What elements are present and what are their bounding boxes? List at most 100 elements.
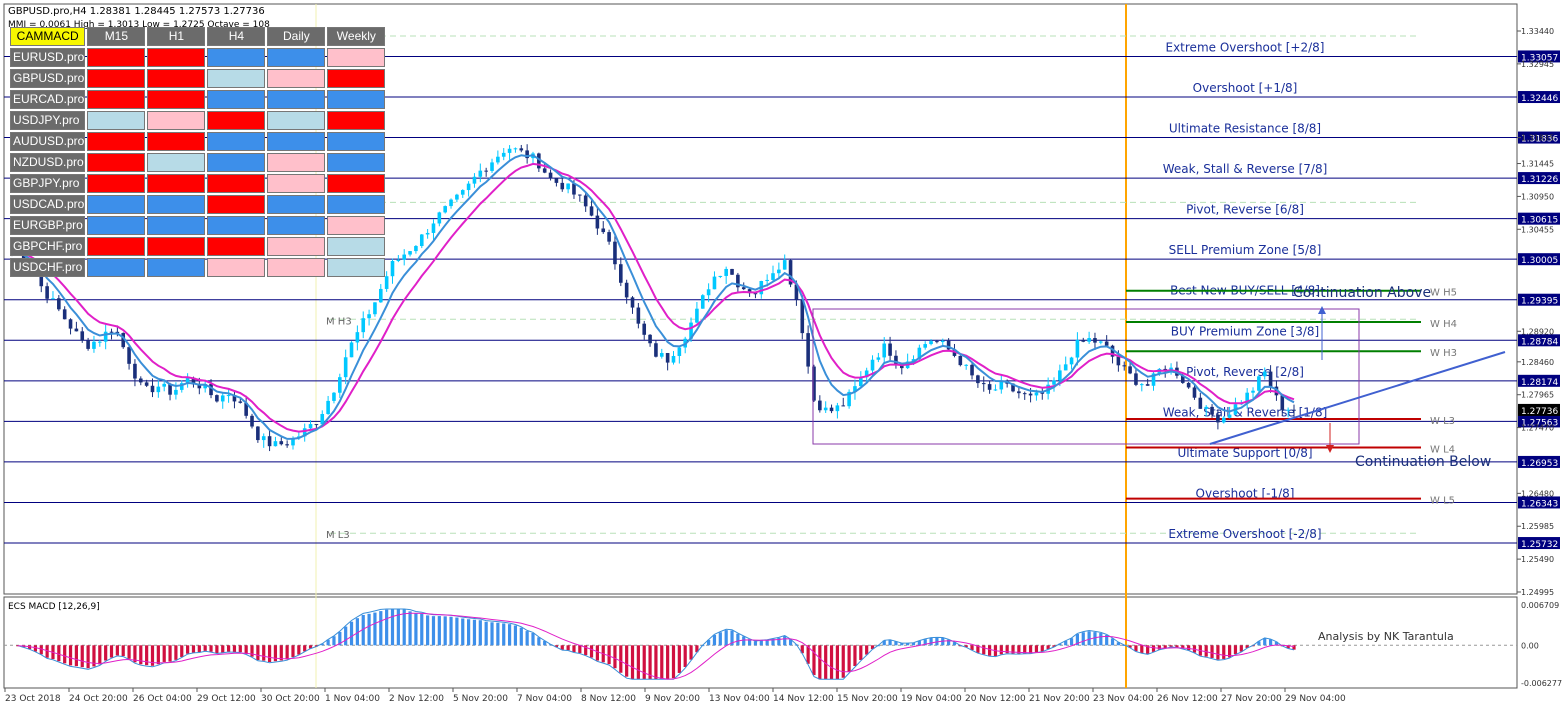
macd-histogram-bar (1175, 645, 1179, 648)
candle-body (62, 309, 67, 320)
dashboard-signal-cell (87, 237, 146, 256)
macd-histogram-bar (619, 645, 623, 673)
macd-histogram-bar (642, 645, 646, 680)
macd-histogram-bar (683, 645, 687, 668)
candle-body (888, 343, 892, 356)
macd-histogram-bar (613, 645, 617, 669)
dashboard-row: GBPCHF.pro (10, 237, 386, 256)
macd-histogram-bar (765, 639, 769, 646)
macd-histogram-bar (1075, 633, 1080, 646)
candle-body (513, 148, 518, 150)
dashboard-symbol[interactable]: AUDUSD.pro (10, 132, 86, 151)
macd-histogram-bar (344, 626, 348, 646)
dashboard-header-m15: M15 (87, 27, 146, 46)
candle-body (1198, 397, 1203, 409)
x-tick-label: 26 Oct 04:00 (133, 694, 192, 704)
dashboard-signal-cell (147, 258, 206, 277)
candle-body (724, 268, 728, 276)
ascending-trendline (1209, 351, 1506, 445)
macd-tick-label: 0.00 (1521, 641, 1539, 650)
dashboard-signal-cell (327, 111, 386, 130)
macd-histogram-bar (86, 645, 90, 669)
dashboard-symbol[interactable]: GBPCHF.pro (10, 237, 86, 256)
candle-body (1075, 339, 1080, 358)
dashboard-signal-cell (207, 216, 266, 235)
candle-body (103, 331, 108, 342)
macd-histogram-bar (80, 645, 84, 668)
macd-histogram-bar (1257, 641, 1261, 646)
macd-histogram-bar (279, 645, 283, 661)
candle-body (431, 223, 436, 233)
macd-histogram-bar (1157, 645, 1161, 650)
candle-body (847, 391, 851, 407)
macd-histogram-bar (841, 645, 845, 678)
macd-histogram-bar (1181, 645, 1185, 649)
macd-histogram-bar (812, 645, 816, 676)
candle-body (1192, 387, 1197, 398)
murrey-level-label: Extreme Overshoot [-2/8] (1168, 527, 1321, 541)
macd-histogram-bar (964, 645, 968, 648)
macd-histogram-bar (174, 645, 178, 660)
candle-body (1052, 380, 1056, 385)
macd-histogram-bar (1087, 631, 1091, 646)
candle-body (572, 183, 576, 195)
macd-histogram-bar (92, 645, 96, 667)
candle-body (1169, 367, 1173, 371)
macd-histogram-bar (648, 645, 652, 680)
candle-body (396, 259, 401, 261)
dashboard-signal-cell (327, 153, 386, 172)
dashboard-symbol[interactable]: GBPUSD.pro (10, 69, 86, 88)
macd-histogram-bar (771, 638, 775, 646)
ema-slow-line (11, 162, 1295, 433)
dashboard-symbol[interactable]: USDCAD.pro (10, 195, 86, 214)
candle-body (1087, 338, 1091, 342)
dashboard-symbol[interactable]: EURGBP.pro (10, 216, 86, 235)
x-tick-label: 15 Nov 20:00 (837, 694, 898, 704)
candle-body (39, 276, 44, 287)
candle-body (1028, 393, 1033, 396)
macd-histogram-bar (589, 645, 594, 658)
dashboard-symbol[interactable]: USDCHF.pro (10, 258, 86, 277)
macd-histogram-bar (484, 621, 488, 646)
x-tick-label: 29 Oct 12:00 (197, 694, 256, 704)
candle-body (1151, 373, 1156, 386)
macd-histogram-bar (1216, 645, 1220, 660)
macd-histogram-bar (824, 645, 828, 680)
candle-body (86, 340, 90, 349)
x-tick-label: 23 Nov 04:00 (1093, 694, 1154, 704)
candle-body (437, 212, 442, 224)
macd-histogram-bar (1233, 645, 1238, 655)
candle-body (689, 322, 693, 339)
candle-body (1093, 338, 1097, 343)
dashboard-symbol[interactable]: USDJPY.pro (10, 111, 86, 130)
dashboard-symbol[interactable]: GBPJPY.pro (10, 174, 86, 193)
candle-body (373, 302, 377, 315)
candle-body (98, 341, 102, 343)
dashboard-signal-cell (87, 195, 146, 214)
macd-histogram-bar (461, 618, 465, 646)
y-tick-label: 1.27470 (1521, 424, 1554, 433)
candle-body (841, 405, 846, 407)
dashboard-symbol[interactable]: EURCAD.pro (10, 90, 86, 109)
macd-histogram-bar (625, 645, 629, 677)
candle-body (806, 333, 810, 367)
macd-histogram-bar (1064, 640, 1068, 646)
macd-histogram-bar (783, 635, 787, 646)
weekly-pivot-label: W H5 (1430, 288, 1457, 299)
murrey-price-tag-label: 1.33057 (1521, 53, 1558, 63)
macd-histogram-bar (1017, 645, 1021, 654)
current-price-tag (1518, 403, 1560, 416)
dashboard-signal-cell (207, 237, 266, 256)
macd-histogram-bar (970, 645, 974, 651)
dashboard-symbol[interactable]: NZDUSD.pro (10, 153, 86, 172)
candle-body (162, 383, 167, 387)
dashboard-signal-cell (327, 69, 386, 88)
candle-body (981, 383, 986, 385)
macd-histogram-bar (947, 639, 951, 646)
macd-histogram-bar (853, 645, 857, 667)
murrey-price-tag-label: 1.29395 (1521, 297, 1558, 307)
macd-histogram-bar (1163, 645, 1167, 649)
dashboard-symbol[interactable]: EURUSD.pro (10, 48, 86, 67)
macd-histogram-bar (677, 645, 681, 673)
